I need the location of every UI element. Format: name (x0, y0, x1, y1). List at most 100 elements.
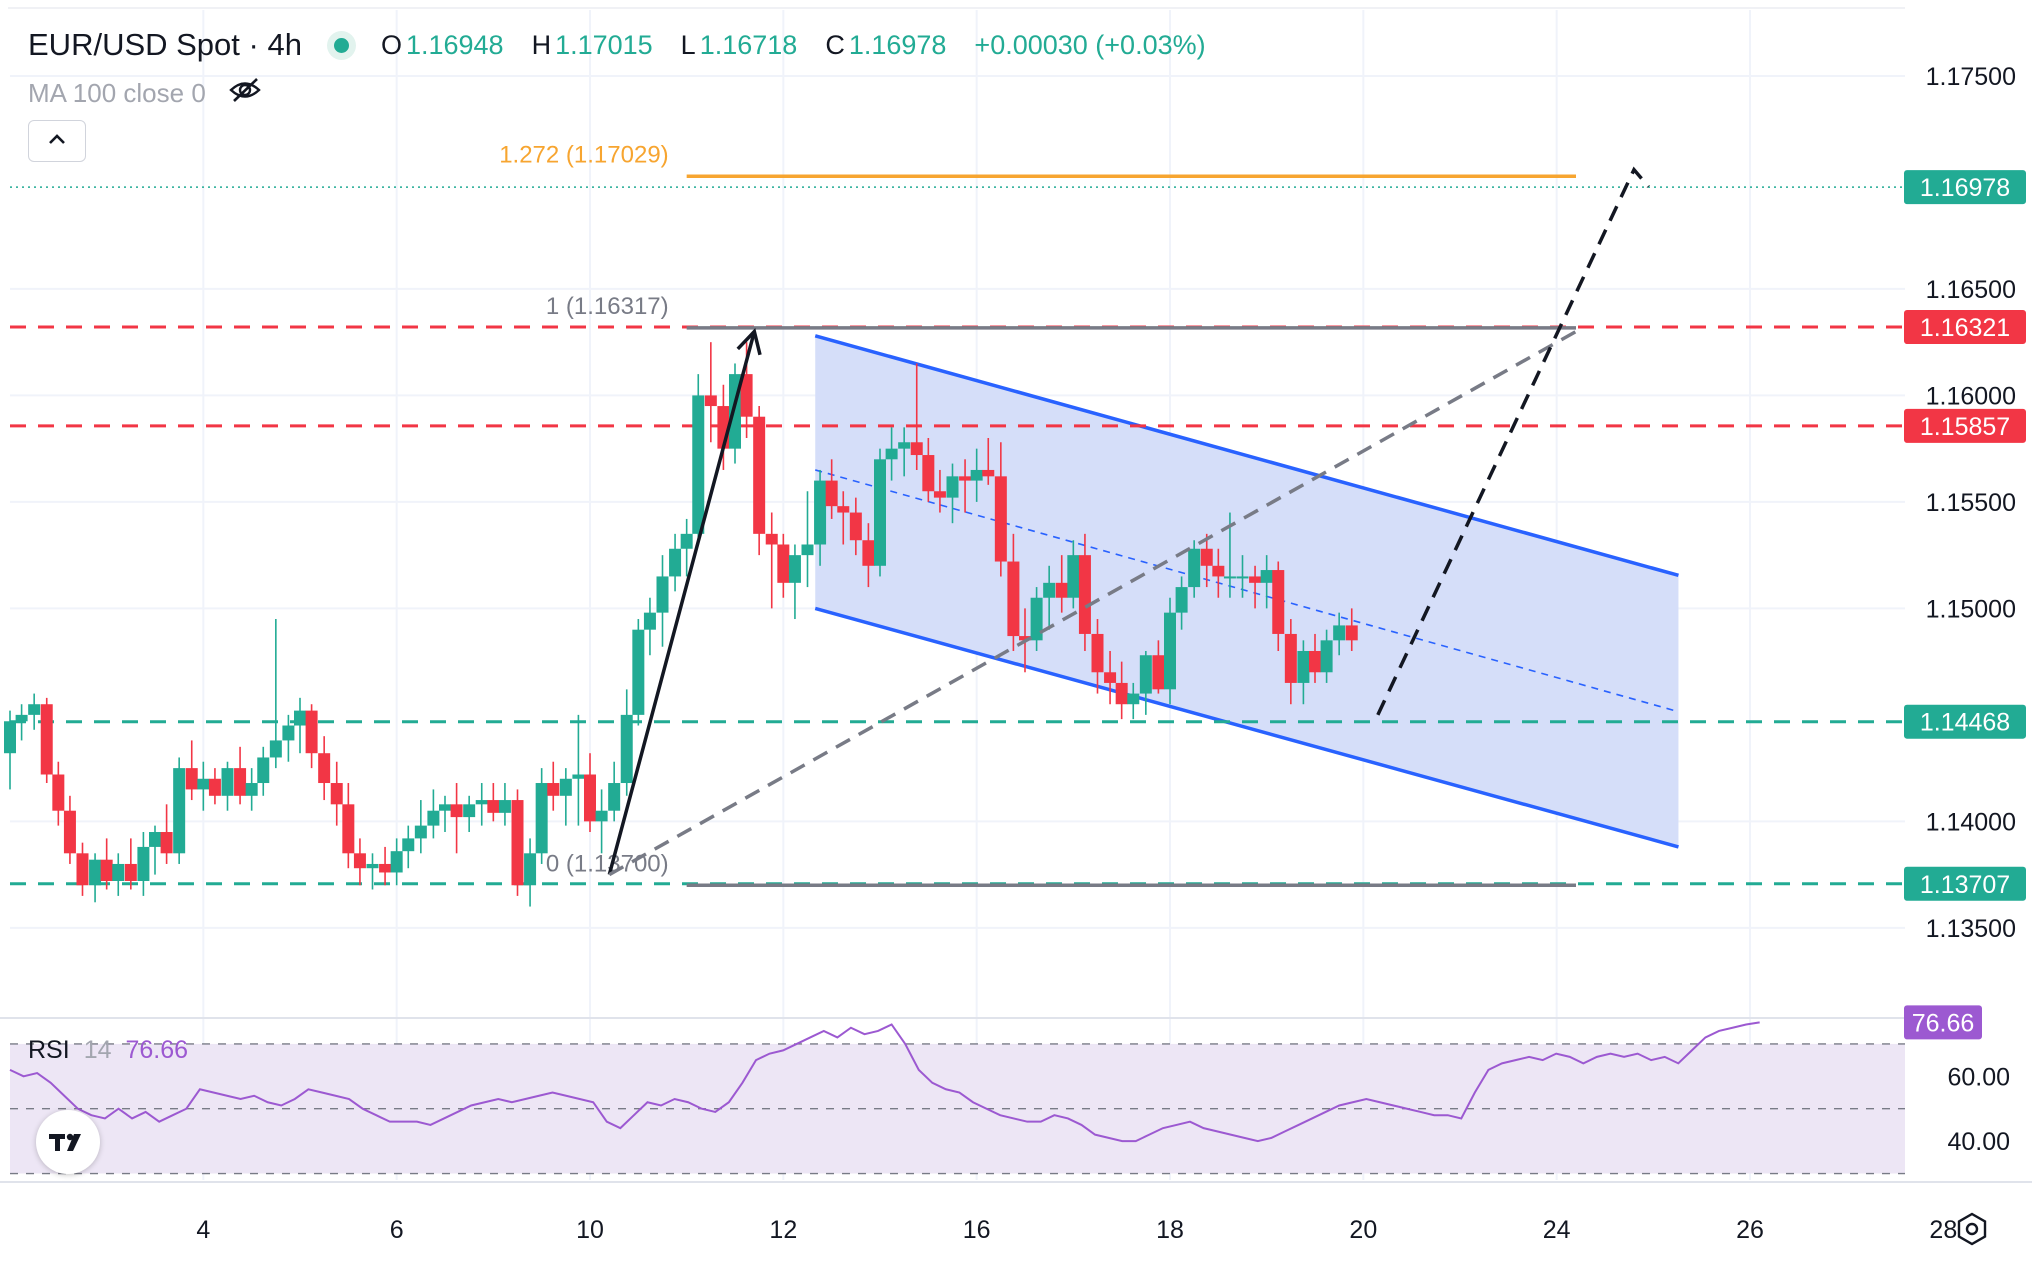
candle-body-15 (185, 768, 198, 790)
price-tick-2: 1.16000 (1926, 382, 2016, 410)
candle-body-20 (245, 783, 258, 796)
candle-body-36 (439, 804, 451, 811)
candle-body-74 (898, 442, 911, 449)
rsi-length: 14 (83, 1036, 112, 1064)
candle-body-105 (1272, 570, 1285, 634)
candle-body-87 (1055, 582, 1068, 598)
price-axis[interactable]: 1.17500 1.16500 1.16000 1.15500 1.15000 1.140… (1904, 0, 2032, 1266)
trend-arrowhead-0 (736, 327, 762, 356)
candle-body-14 (173, 768, 186, 854)
candle-body-85 (1030, 597, 1043, 641)
candle-body-4 (52, 774, 65, 811)
price-label-0: 1.16978 (1920, 174, 2010, 202)
horizontal-levels (10, 186, 1905, 886)
price-tick-1: 1.16500 (1926, 276, 2016, 304)
candle-body-0 (4, 721, 16, 754)
candle-body-46 (559, 778, 572, 796)
channel-lower-line (814, 606, 1679, 849)
candle-body-79 (959, 476, 972, 481)
price-label-bg-2 (1904, 408, 2026, 443)
candle-body-82 (994, 476, 1007, 562)
price-label-1: 1.16321 (1920, 314, 2010, 342)
candle-body-71 (862, 540, 875, 566)
candle-body-102 (1236, 576, 1249, 579)
candle-body-16 (197, 778, 210, 790)
market-status-icon (333, 37, 349, 53)
candle-body-110 (1333, 625, 1346, 641)
candle-body-19 (234, 768, 247, 796)
ohlc-close-value: 1.16978 (848, 29, 947, 60)
candle-body-48 (584, 774, 596, 822)
candle-body-34 (414, 825, 427, 839)
candle-body-50 (608, 783, 621, 811)
gear-hub (1965, 1222, 1979, 1236)
settings-gear-icon[interactable] (1957, 1212, 1987, 1246)
candle-body-28 (342, 804, 355, 854)
candle-body-43 (524, 853, 537, 886)
candle-body-97 (1175, 587, 1188, 613)
candle-body-106 (1284, 633, 1297, 683)
candle-body-1 (15, 714, 28, 722)
regression-channel (814, 334, 1679, 849)
candle-body-103 (1249, 576, 1262, 583)
time-axis[interactable]: 4 6 10 12 16 18 20 24 26 28 (0, 1181, 2032, 1246)
candle-body-76 (922, 455, 935, 492)
candle-body-86 (1043, 582, 1056, 598)
collapse-legend-button[interactable] (28, 120, 86, 162)
candle-body-107 (1297, 650, 1310, 683)
candle-body-111 (1345, 625, 1358, 641)
rsi-line (9, 1021, 1760, 1143)
candle-body-47 (572, 774, 585, 779)
candle-body-91 (1104, 672, 1117, 683)
fib-label-2: 0 (1.13700) (546, 850, 669, 877)
price-tick-6: 1.13500 (1926, 915, 2016, 943)
candle-body-62 (753, 416, 766, 534)
tradingview-logo[interactable] (36, 1110, 100, 1174)
time-tick-9: 28 (1929, 1216, 1957, 1244)
time-tick-3: 12 (769, 1216, 797, 1244)
ohlc-high-key: H (531, 29, 552, 60)
candle-body-5 (63, 810, 76, 854)
candle-body-72 (874, 459, 886, 566)
price-tick-4: 1.15000 (1926, 595, 2016, 623)
candle-body-53 (643, 612, 656, 630)
candle-body-93 (1127, 693, 1140, 705)
candle-body-96 (1164, 612, 1176, 690)
time-tick-8: 26 (1736, 1216, 1764, 1244)
trend-line-0 (607, 331, 757, 876)
candle-body-108 (1309, 650, 1321, 673)
candle-body-8 (100, 859, 113, 881)
candle-body-42 (511, 800, 524, 886)
candle-body-78 (946, 476, 959, 498)
ma-indicator-label[interactable]: MA 100 close 0 (28, 78, 206, 108)
time-tick-6: 20 (1349, 1216, 1377, 1244)
price-label-bg-4 (1904, 866, 2026, 901)
candle-body-22 (269, 740, 282, 758)
rsi-value-bg (1904, 1005, 1982, 1040)
fib-label-1: 1 (1.16317) (546, 293, 669, 320)
candle-body-66 (801, 544, 814, 556)
ohlc-open-value: 1.16948 (405, 29, 504, 60)
trend-lines (607, 166, 1650, 877)
candle-body-109 (1320, 640, 1333, 673)
candle-body-61 (740, 374, 753, 417)
symbol-title[interactable]: EUR/USD Spot · 4h (28, 27, 302, 62)
price-axis-bg (1905, 0, 2032, 1266)
candle-body-95 (1152, 655, 1165, 690)
candle-body-31 (379, 863, 392, 873)
candle-body-90 (1091, 633, 1104, 673)
indicator-legend[interactable]: MA 100 close 0 (28, 76, 262, 111)
candle-body-52 (632, 629, 645, 715)
candle-body-3 (40, 704, 53, 775)
eye-off-icon[interactable] (228, 76, 262, 111)
rsi-legend[interactable]: RSI 14 76.66 (28, 1036, 188, 1065)
candle-body-77 (933, 491, 946, 498)
price-label-bg-3 (1904, 704, 2026, 739)
candle-body-18 (221, 768, 234, 796)
gear-outline (1957, 1212, 1987, 1246)
candle-body-32 (390, 851, 403, 873)
candle-body-37 (450, 804, 463, 818)
candle-body-7 (89, 859, 102, 886)
candle-body-55 (669, 548, 682, 577)
